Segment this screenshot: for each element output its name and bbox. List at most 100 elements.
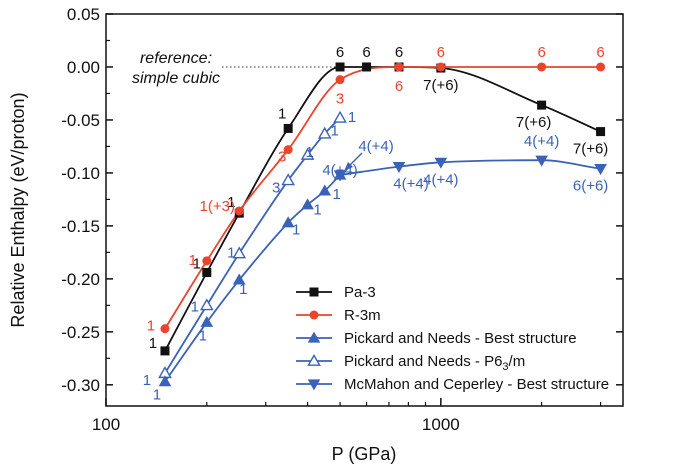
data-point-r-3m xyxy=(596,62,606,72)
series-line-pa-3 xyxy=(164,66,601,352)
point-label-pa-3: 1 xyxy=(227,194,235,211)
point-label-mcmahon-and-ceperley-best-structure: 4(+4) xyxy=(524,133,559,150)
point-label-r-3m: 3 xyxy=(336,91,344,108)
point-label-r-3m: 6 xyxy=(596,44,604,61)
point-label-r-3m: 1 xyxy=(189,252,197,269)
y-axis-title: Relative Enthalpy (eV/proton) xyxy=(8,92,28,327)
x-tick-label: 1000 xyxy=(422,415,460,434)
point-label-pickard-and-needs-best-structure: 1 xyxy=(239,281,247,298)
point-label-mcmahon-and-ceperley-best-structure: 4(+4) xyxy=(393,176,428,193)
data-point-pickard-and-needs-p6 xyxy=(333,110,347,123)
data-point-mcmahon-and-ceperley-best-structure xyxy=(594,164,607,176)
legend-label-subscript: 3 xyxy=(502,361,508,373)
data-point-mcmahon-and-ceperley-best-structure xyxy=(535,155,548,167)
y-tick-label: 0.05 xyxy=(67,5,100,24)
point-label-pickard-and-needs-best-structure: 1 xyxy=(153,387,161,404)
point-label-pickard-and-needs-p6: 1 xyxy=(331,123,339,140)
y-tick-label: -0.15 xyxy=(61,217,100,236)
point-label-pa-3: 1 xyxy=(193,256,201,273)
reference-label: reference: simple cubic xyxy=(132,50,220,87)
legend-label-pickard-and-needs-p6: Pickard and Needs - P63/m xyxy=(344,353,525,373)
legend-label-r-3m: R-3m xyxy=(344,307,381,324)
legend-marker-pickard-and-needs-p6 xyxy=(307,353,321,366)
data-point-mcmahon-and-ceperley-best-structure xyxy=(434,157,448,169)
point-label-pickard-and-needs-best-structure: 1 xyxy=(292,222,300,239)
data-point-pickard-and-needs-p6 xyxy=(199,298,214,311)
point-label-pickard-and-needs-best-structure: 1 xyxy=(333,186,341,203)
point-label-pa-3: 6 xyxy=(395,44,403,61)
data-point-pa-3 xyxy=(596,127,606,137)
y-tick-label: -0.10 xyxy=(61,164,100,183)
data-point-r-3m xyxy=(202,256,212,266)
legend-marker-pickard-and-needs-best-structure xyxy=(307,331,321,343)
point-label-pickard-and-needs-p6: 1 xyxy=(348,109,356,126)
data-point-r-3m xyxy=(537,62,547,72)
y-tick-label: -0.05 xyxy=(61,111,100,130)
data-point-r-3m xyxy=(160,324,170,334)
point-label-mcmahon-and-ceperley-best-structure: 4(+4) xyxy=(423,171,458,188)
legend-label-pa-3: Pa-3 xyxy=(344,284,376,301)
legend-label-pickard-and-needs-best-structure: Pickard and Needs - Best structure xyxy=(344,330,577,347)
point-label-r-3m: 1 xyxy=(147,318,155,335)
legend-marker-pa-3 xyxy=(309,287,319,297)
point-label-r-3m: 3 xyxy=(278,149,286,166)
data-point-pickard-and-needs-best-structure xyxy=(200,315,214,327)
point-label-mcmahon-and-ceperley-best-structure: 4(+4) xyxy=(358,138,393,155)
point-label-r-3m: 6 xyxy=(537,44,545,61)
plot-frame xyxy=(105,13,624,407)
point-label-pickard-and-needs-best-structure: 1 xyxy=(313,202,321,219)
data-point-pickard-and-needs-p6 xyxy=(300,147,315,160)
data-point-r-3m xyxy=(335,75,345,85)
legend-label-text: McMahon and Ceperley - Best structure xyxy=(344,376,609,393)
annotation-arrowhead xyxy=(344,162,354,172)
y-tick-label: -0.25 xyxy=(61,323,100,342)
y-tick-label: -0.30 xyxy=(61,376,100,395)
legend-label-text: Pickard and Needs - P6 xyxy=(344,353,502,370)
point-label-pa-3: 6 xyxy=(362,44,370,61)
point-label-pa-3: 1 xyxy=(278,105,286,122)
data-point-pa-3 xyxy=(202,268,212,278)
point-label-pickard-and-needs-p6: 1 xyxy=(305,144,313,161)
legend-label-text: Pickard and Needs - Best structure xyxy=(344,330,577,347)
axis-ticks: 0.05 0.00 -0.05 -0.10 -0.15 -0.20 -0.25 -0.30 10… xyxy=(61,5,623,434)
point-label-pickard-and-needs-best-structure: 1 xyxy=(199,327,207,344)
point-label-pa-3: 7(+6) xyxy=(516,114,551,131)
point-label-pickard-and-needs-p6: 3 xyxy=(272,179,280,196)
data-point-mcmahon-and-ceperley-best-structure xyxy=(333,170,347,182)
data-point-pa-3 xyxy=(160,346,170,356)
data-point-pa-3 xyxy=(362,62,372,72)
point-label-pa-3: 6 xyxy=(336,44,344,61)
legend-label-text: R-3m xyxy=(344,307,381,324)
point-label-pickard-and-needs-p6: 1 xyxy=(191,298,199,315)
data-point-r-3m xyxy=(394,62,404,72)
data-point-pickard-and-needs-best-structure xyxy=(281,216,295,228)
point-label-r-3m: 1(+3) xyxy=(200,198,235,215)
data-point-pickard-and-needs-best-structure xyxy=(318,184,332,196)
data-point-pa-3 xyxy=(537,100,547,110)
legend-marker-mcmahon-and-ceperley-best-structure xyxy=(307,379,321,391)
point-label-mcmahon-and-ceperley-best-structure: 6(+6) xyxy=(573,178,608,195)
series-markers xyxy=(158,62,607,387)
point-label-mcmahon-and-ceperley-best-structure: 4(+4) xyxy=(322,162,357,179)
point-label-pickard-and-needs-p6: 1 xyxy=(227,244,235,261)
legend-label-suffix: /m xyxy=(509,353,526,370)
point-label-r-3m: 6 xyxy=(437,44,445,61)
point-label-r-3m: 6 xyxy=(395,78,403,95)
data-point-pickard-and-needs-best-structure xyxy=(301,198,314,210)
series-line-mcmahon-and-ceperley-best-structure xyxy=(339,159,601,176)
data-point-mcmahon-and-ceperley-best-structure xyxy=(392,161,406,173)
reference-label-line: reference: xyxy=(140,50,212,67)
data-point-pickard-and-needs-p6 xyxy=(281,173,296,186)
data-point-pickard-and-needs-best-structure xyxy=(232,273,246,285)
x-axis-title: P (GPa) xyxy=(332,444,397,464)
legend: Pa-3 R-3m Pickard and Needs - Best structu… xyxy=(296,284,609,393)
y-tick-label: -0.20 xyxy=(61,270,100,289)
reference-label-line: simple cubic xyxy=(132,70,220,87)
data-point-r-3m xyxy=(283,145,293,155)
data-point-r-3m xyxy=(234,206,244,216)
legend-marker-r-3m xyxy=(309,310,319,320)
point-label-pa-3: 1 xyxy=(149,335,157,352)
data-point-pa-3 xyxy=(283,123,293,133)
